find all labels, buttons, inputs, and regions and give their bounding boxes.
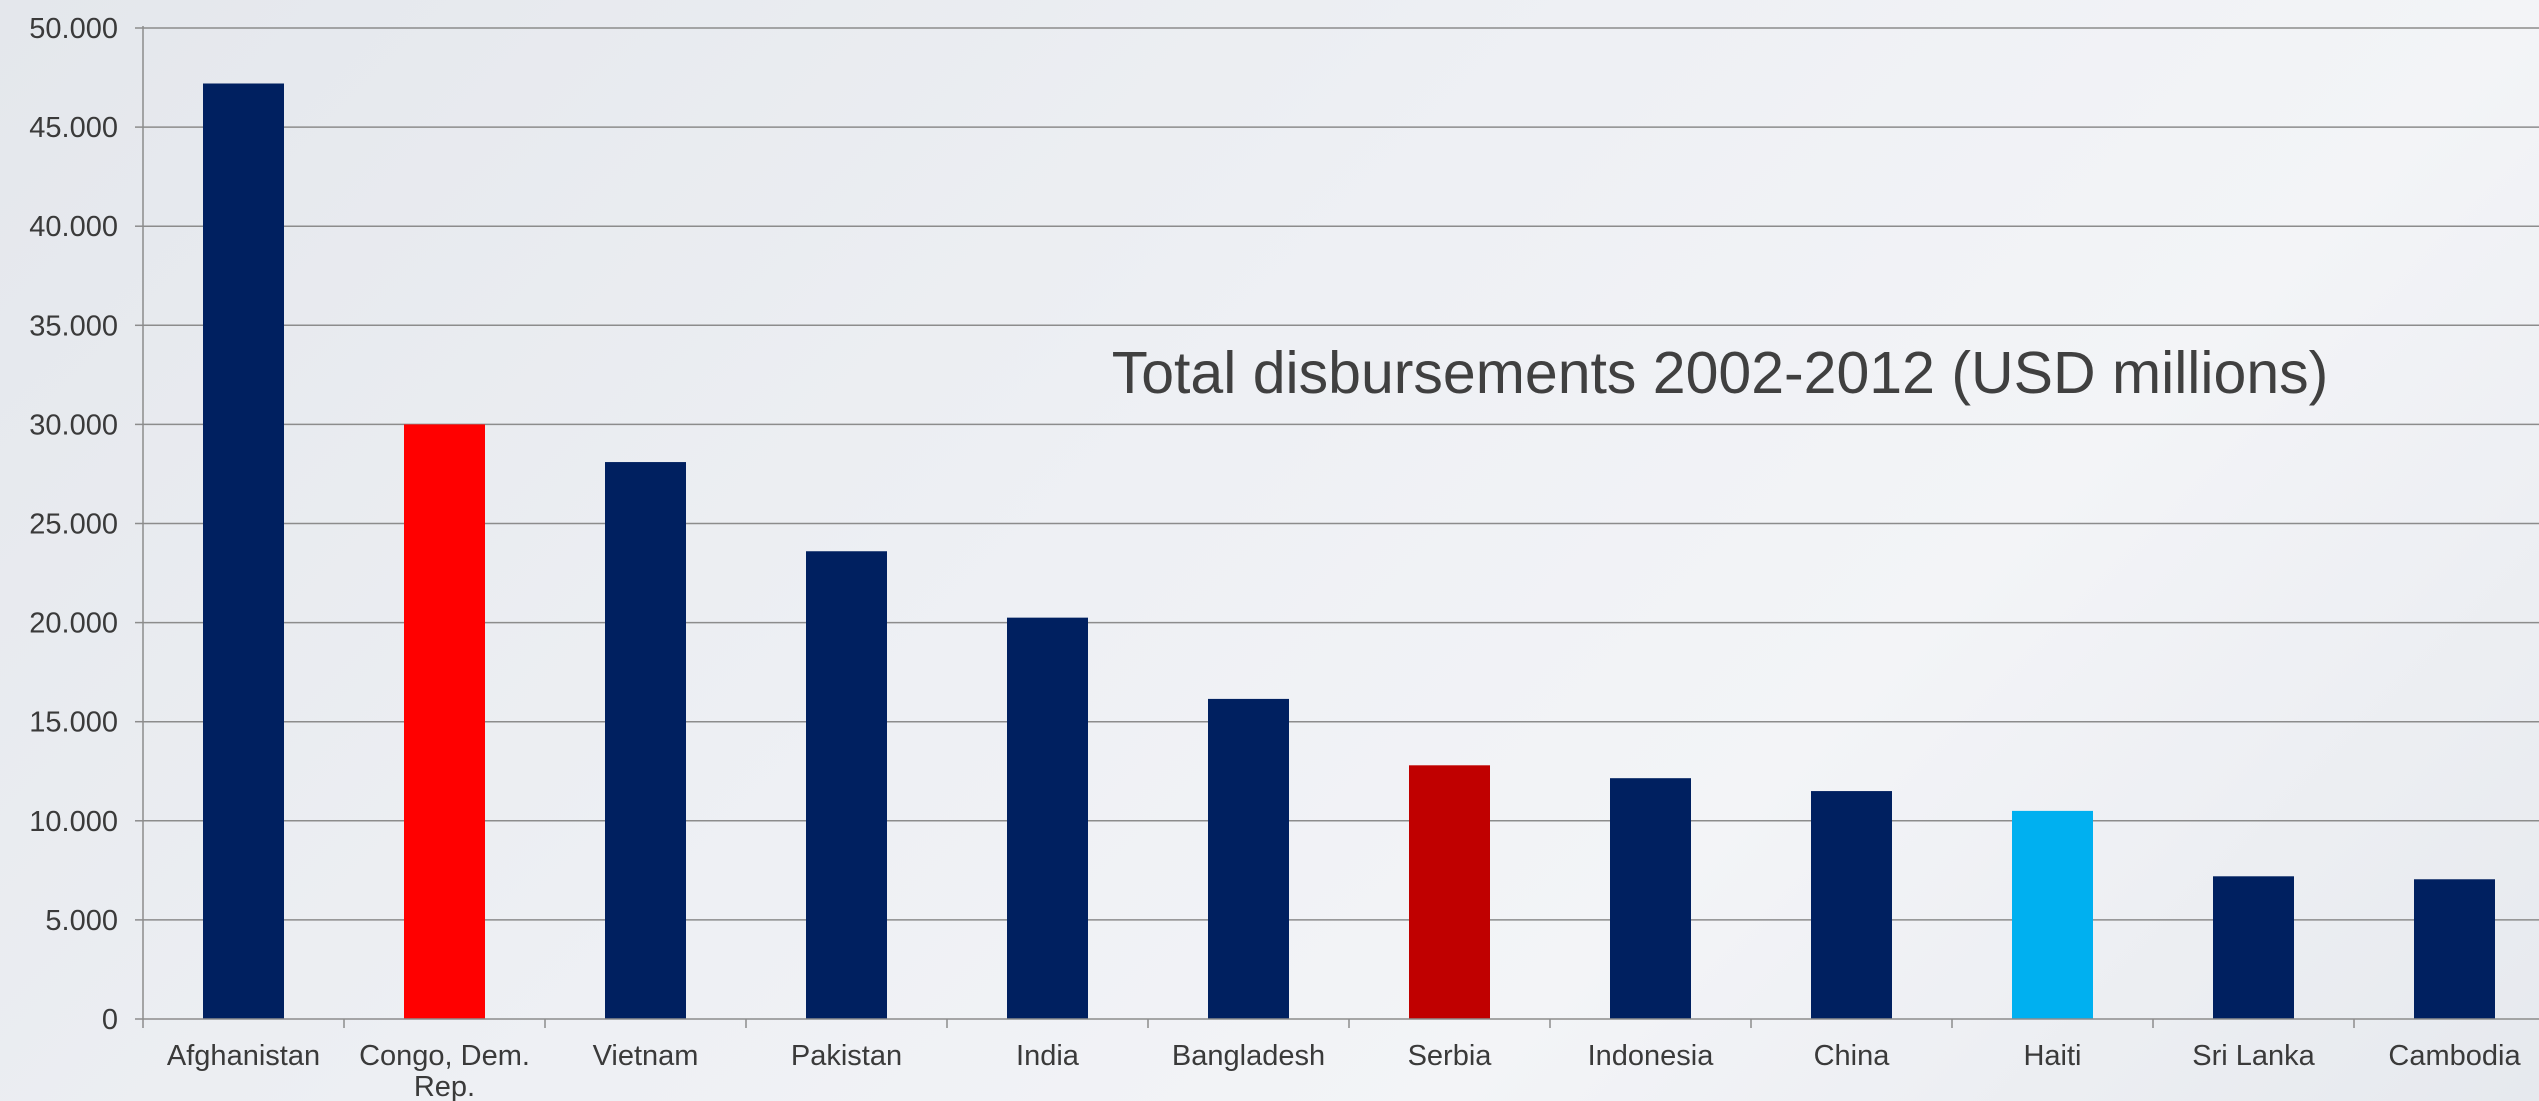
x-tick-labels: Afghanistan Congo, Dem. Rep. Vietnam Pakista… [167, 1040, 2522, 1101]
y-tick-label: 25.000 [29, 509, 118, 541]
y-tick-label: 45.000 [29, 112, 118, 144]
bar-afghanistan [203, 83, 284, 1020]
y-tick-label: 35.000 [29, 310, 118, 342]
y-tick-label: 10.000 [29, 806, 118, 838]
bar-vietnam [605, 462, 686, 1020]
bar-pakistan [806, 551, 887, 1019]
x-tick-label: Bangladesh [1172, 1040, 1325, 1072]
bar-congo-dem-rep [404, 424, 485, 1019]
x-tick-label: Congo, Dem. Rep. [359, 1040, 530, 1101]
gridlines [143, 27, 2539, 921]
bar-haiti [2012, 810, 2093, 1019]
bar-serbia [1409, 765, 1490, 1019]
x-tick-label: China [1814, 1040, 1891, 1072]
y-tick-label: 0 [102, 1004, 118, 1036]
bar-india [1007, 617, 1088, 1019]
bar-sri-lanka [2213, 876, 2294, 1019]
bar-bangladesh [1208, 698, 1289, 1019]
y-tick-label: 15.000 [29, 707, 118, 739]
x-tick-label: India [1016, 1040, 1080, 1072]
axes [135, 26, 2539, 1028]
x-tick-label: Vietnam [593, 1040, 699, 1072]
y-tick-label: 50.000 [29, 13, 118, 45]
x-tick-label: Haiti [2023, 1040, 2081, 1072]
x-tick-label: Sri Lanka [2192, 1040, 2315, 1072]
bar-indonesia [1610, 778, 1691, 1019]
x-tick-label: Serbia [1408, 1040, 1493, 1072]
x-tick-label: Afghanistan [167, 1040, 320, 1072]
y-tick-label: 40.000 [29, 211, 118, 243]
y-tick-labels: 0 5.000 10.000 15.000 20.000 25.000 30.000 35.0… [29, 13, 118, 1036]
y-tick-label: 30.000 [29, 409, 118, 441]
x-tick-label: Pakistan [791, 1040, 902, 1072]
bar-china [1811, 791, 1892, 1019]
y-tick-label: 5.000 [45, 905, 118, 937]
x-tick-label: Cambodia [2388, 1040, 2521, 1072]
x-tick-label: Indonesia [1588, 1040, 1715, 1072]
bars [203, 83, 2495, 1020]
y-tick-label: 20.000 [29, 608, 118, 640]
bar-cambodia [2414, 879, 2495, 1019]
chart-title: Total disbursements 2002-2012 (USD milli… [1112, 340, 2329, 406]
